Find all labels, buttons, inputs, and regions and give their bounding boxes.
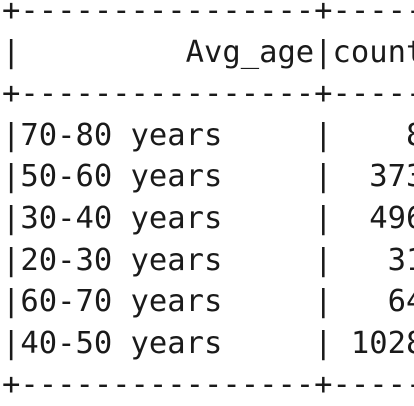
table-row: |30-40 years | 496| xyxy=(2,198,414,240)
table-border-top: +----------------+-----+ xyxy=(2,0,414,32)
table-border-bottom: +----------------+-----+ xyxy=(2,364,414,406)
table-header-row: | Avg_age|count| xyxy=(2,32,414,74)
table-row: |60-70 years | 64| xyxy=(2,281,414,323)
table-row: |50-60 years | 373| xyxy=(2,156,414,198)
table-row: |20-30 years | 31| xyxy=(2,240,414,282)
table-row: |40-50 years | 1028| xyxy=(2,323,414,365)
table-row: |70-80 years | 8| xyxy=(2,115,414,157)
table-border-header: +----------------+-----+ xyxy=(2,73,414,115)
